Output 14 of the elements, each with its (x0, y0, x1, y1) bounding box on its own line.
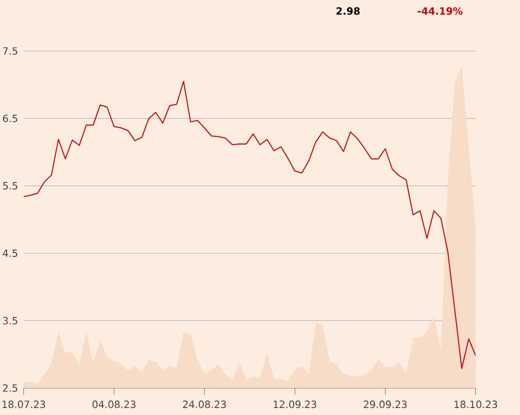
text: 2.98 (336, 7, 360, 15)
x-tick-label: 12.09.23 (274, 400, 316, 408)
x-tick-label: 29.09.23 (364, 400, 407, 408)
y-tick-label: 7.5 (3, 47, 18, 55)
x-tick-label: 18.07.23 (2, 400, 46, 408)
y-tick-label: 3.5 (3, 316, 18, 324)
x-tick-label: 24.08.23 (183, 400, 226, 408)
y-tick-label: 5.5 (3, 182, 18, 190)
y-tick-label: 6.5 (2, 114, 18, 122)
text: -44.19% (418, 7, 463, 15)
y-tick-label: 4.5 (2, 250, 18, 257)
x-tick-label: 18.10.23 (454, 400, 498, 408)
y-tick-label: 2.5 (3, 384, 18, 392)
x-tick-label: 04.08.23 (92, 400, 136, 408)
